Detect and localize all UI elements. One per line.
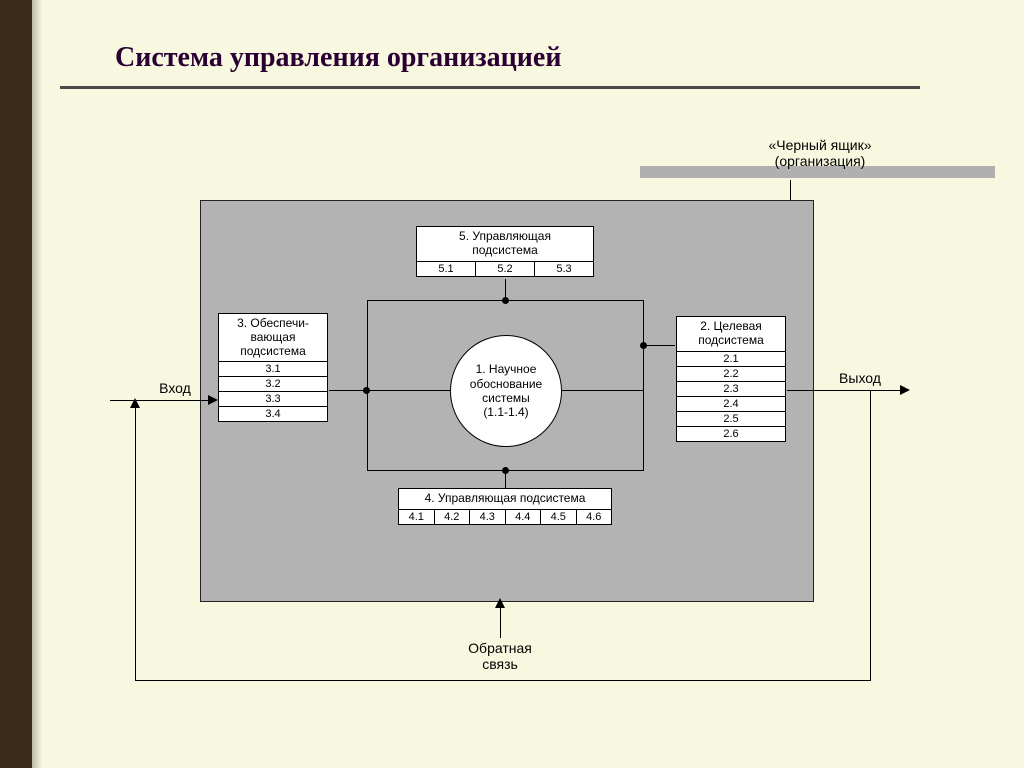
stub-right — [643, 345, 675, 346]
input-label: Вход — [145, 380, 205, 396]
sub3-cells: 3.1 3.2 3.3 3.4 — [219, 361, 327, 421]
sub2-cell: 2.4 — [677, 396, 785, 411]
sub4-title1: 4. Управляющая подсистема — [425, 491, 586, 505]
circle-line2: обоснование — [470, 377, 542, 391]
sub3-cell: 3.2 — [219, 376, 327, 391]
page-title: Система управления организацией — [115, 42, 561, 74]
subsystem-3: 3. Обеспечи- вающая подсистема 3.1 3.2 3… — [218, 313, 328, 422]
center-circle: 1. Научное обоснование системы (1.1-1.4) — [450, 335, 562, 447]
side-accent-shadow — [32, 0, 42, 768]
sub3-title3: подсистема — [240, 344, 306, 358]
sub4-cell: 4.5 — [541, 509, 577, 524]
feedback-down — [870, 390, 871, 680]
dot-bottom — [502, 467, 509, 474]
input-arrow-line — [110, 400, 216, 401]
dot-top — [502, 297, 509, 304]
sub5-cells: 5.1 5.2 5.3 — [417, 261, 593, 276]
sub2-cell: 2.3 — [677, 381, 785, 396]
input-arrow-head — [208, 395, 218, 405]
title-underline — [60, 86, 920, 89]
feedback-up-arrow — [130, 398, 140, 408]
sub2-cell: 2.2 — [677, 366, 785, 381]
feedback-stub-arrow — [495, 598, 505, 608]
subsystem-4: 4. Управляющая подсистема 4.1 4.2 4.3 4.… — [398, 488, 612, 525]
sub3-title2: вающая — [251, 330, 296, 344]
sub2-title1: 2. Целевая — [700, 319, 762, 333]
dot-right — [640, 342, 647, 349]
sub5-cell: 5.3 — [535, 261, 593, 276]
sub3-cell: 3.4 — [219, 406, 327, 421]
sub2-cell: 2.6 — [677, 426, 785, 441]
sub2-cell: 2.5 — [677, 411, 785, 426]
sub4-cells: 4.1 4.2 4.3 4.4 4.5 4.6 — [399, 509, 611, 524]
sub4-cell: 4.4 — [506, 509, 542, 524]
circle-line1: 1. Научное — [476, 362, 537, 376]
frame-left — [367, 300, 368, 471]
subsystem-5: 5. Управляющая подсистема 5.1 5.2 5.3 — [416, 226, 594, 277]
subsystem-2: 2. Целевая подсистема 2.1 2.2 2.3 2.4 2.… — [676, 316, 786, 442]
blackbox-label: «Черный ящик» (организация) — [740, 137, 900, 169]
sub4-cell: 4.2 — [435, 509, 471, 524]
sub2-cell: 2.1 — [677, 351, 785, 366]
output-label: Выход — [830, 370, 890, 386]
sub4-cell: 4.1 — [399, 509, 435, 524]
sub3-cell: 3.3 — [219, 391, 327, 406]
feedback-label: Обратная связь — [430, 640, 570, 672]
sub5-cell: 5.1 — [417, 261, 476, 276]
sub4-cell: 4.6 — [577, 509, 612, 524]
feedback-across — [135, 680, 871, 681]
output-arrow-line — [787, 390, 905, 391]
sub2-cells: 2.1 2.2 2.3 2.4 2.5 2.6 — [677, 351, 785, 441]
blackbox-label-line1: «Черный ящик» — [768, 137, 871, 153]
output-arrow-head — [900, 385, 910, 395]
dot-left — [363, 387, 370, 394]
sub2-title2: подсистема — [698, 333, 764, 347]
sub5-cell: 5.2 — [476, 261, 535, 276]
side-accent-bar — [0, 0, 32, 768]
sub5-title2: подсистема — [472, 243, 538, 257]
sub4-cell: 4.3 — [470, 509, 506, 524]
sub3-cell: 3.1 — [219, 361, 327, 376]
feedback-up — [135, 400, 136, 680]
sub3-title1: 3. Обеспечи- — [237, 316, 309, 330]
sub5-title1: 5. Управляющая — [459, 229, 551, 243]
circle-line4: (1.1-1.4) — [483, 405, 528, 419]
feedback-label-line1: Обратная — [468, 640, 532, 656]
frame-right — [643, 300, 644, 471]
blackbox-label-line2: (организация) — [775, 153, 866, 169]
feedback-label-line2: связь — [482, 656, 518, 672]
stub-left — [329, 390, 367, 391]
circle-line3: системы — [482, 391, 530, 405]
